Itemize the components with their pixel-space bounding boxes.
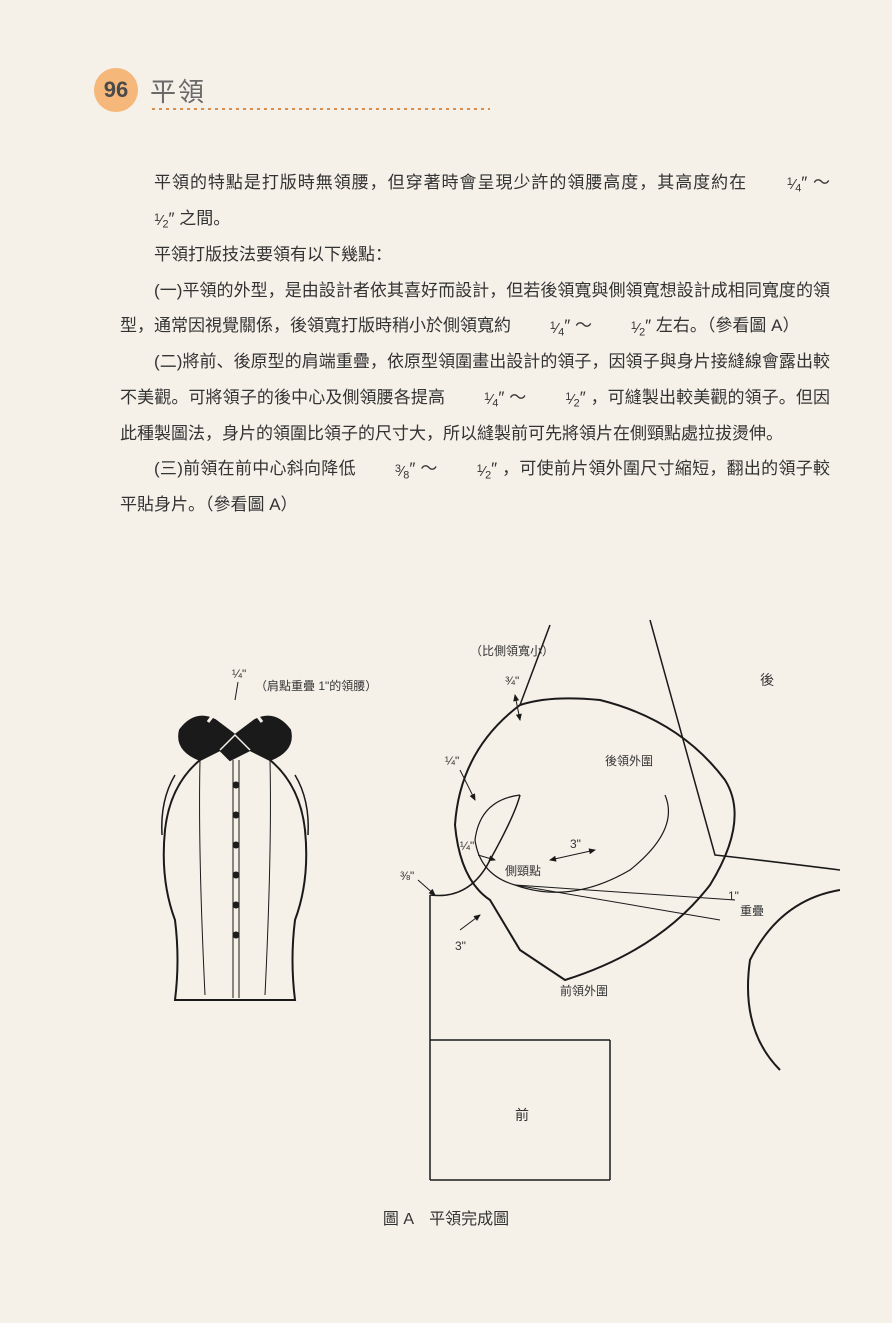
chapter-title: 平領 (150, 72, 206, 109)
meas-14-a: ¼" (445, 754, 459, 768)
paragraph-4: (二)將前、後原型的肩端重疊，依原型領圍畫出設計的領子，因領子與身片接縫線會露出… (120, 344, 830, 451)
meas-1: 1" (728, 889, 739, 903)
figure-caption: 圖 A 平領完成圖 (0, 1205, 892, 1229)
meas-3-a: 3" (455, 939, 466, 953)
diagram-figure-a: （肩點重疊 1"的領腰） ¼" （比側領寬小） 後 後領外圍 (120, 600, 840, 1220)
page-number-badge: 96 (94, 68, 138, 112)
blouse-illustration (162, 702, 308, 1000)
label-side-neck: 側頸點 (505, 864, 541, 878)
meas-3-b: 3" (570, 837, 581, 851)
annot-smaller: （比側領寬小） (470, 643, 554, 658)
body-text: 平領的特點是打版時無領腰，但穿著時會呈現少許的領腰高度，其高度約在 1⁄4″ ～… (120, 165, 830, 523)
paragraph-3: (一)平領的外型，是由設計者依其喜好而設計，但若後領寬與側領寬想設計成相同寬度的… (120, 273, 830, 345)
paragraph-5: (三)前領在前中心斜向降低 3⁄8″ ～ 1⁄2″ ，可使前片領外圍尺寸縮短，翻… (120, 451, 830, 523)
meas-34-top: ¾" (505, 674, 519, 688)
label-overlap: 重疊 (740, 904, 764, 918)
page-number: 96 (104, 77, 128, 103)
label-back: 後 (760, 672, 774, 688)
annot-shoulder: （肩點重疊 1"的領腰） (255, 678, 377, 693)
meas-14-left: ¼" (232, 667, 246, 681)
paragraph-1: 平領的特點是打版時無領腰，但穿著時會呈現少許的領腰高度，其高度約在 1⁄4″ ～… (120, 165, 830, 237)
pattern-draft (418, 620, 840, 1180)
paragraph-2: 平領打版技法要領有以下幾點： (120, 237, 830, 273)
label-front: 前 (515, 1107, 529, 1123)
label-front-outer: 前領外圍 (560, 983, 608, 998)
title-dot-line (150, 108, 490, 110)
label-back-outer: 後領外圍 (605, 753, 653, 768)
meas-14-b: ¼" (460, 839, 474, 853)
meas-38: ⅜" (400, 869, 414, 883)
